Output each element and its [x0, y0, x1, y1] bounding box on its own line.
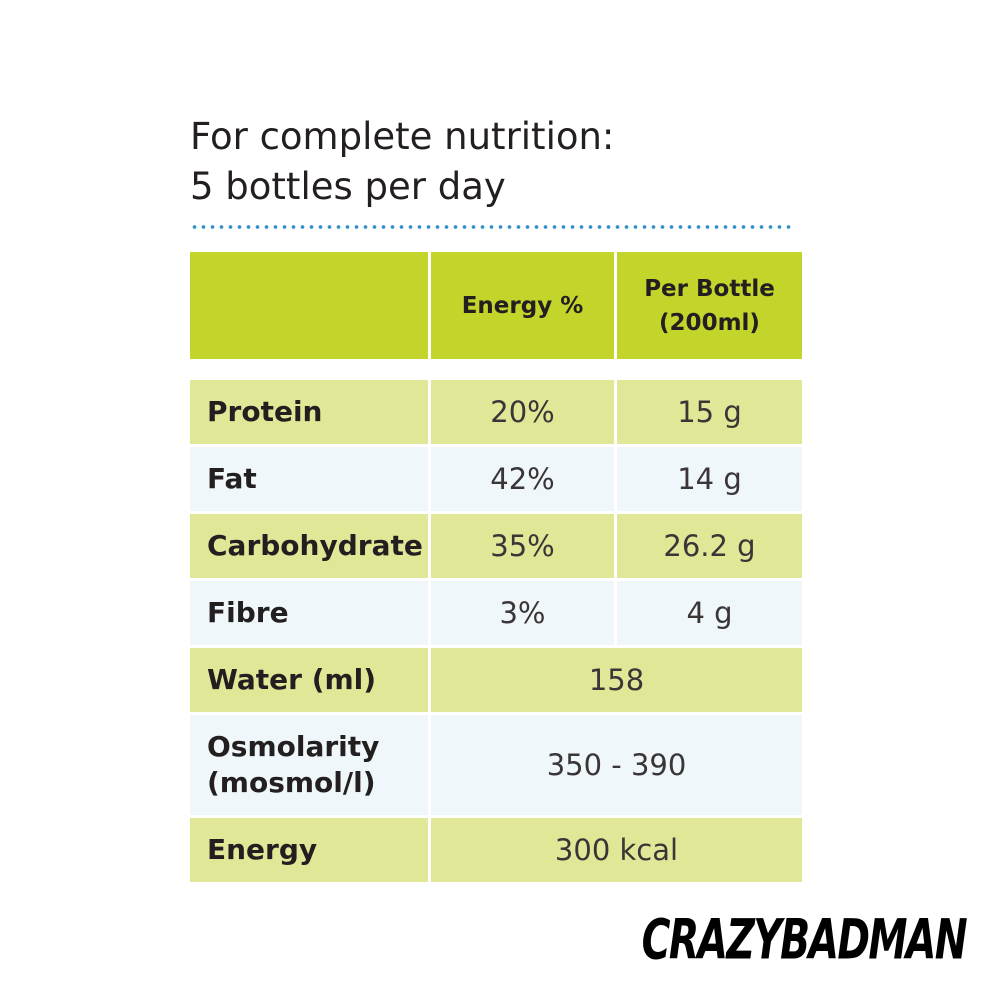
title-line-2: 5 bottles per day	[190, 165, 506, 208]
dotted-divider	[190, 224, 795, 230]
energy-pct-value: 35%	[431, 514, 614, 578]
row-label: Osmolarity (mosmol/l)	[190, 715, 428, 815]
page-title: For complete nutrition: 5 bottles per da…	[190, 112, 810, 212]
per-bottle-value: 15 g	[617, 380, 802, 444]
nutrition-table: Energy % Per Bottle (200ml) Protein 20% …	[190, 252, 802, 885]
table-row-fibre: Fibre 3% 4 g	[190, 581, 802, 645]
header-per-bottle-line1: Per Bottle	[644, 275, 775, 302]
per-bottle-value: 26.2 g	[617, 514, 802, 578]
table-row-osmolarity: Osmolarity (mosmol/l) 350 - 390	[190, 715, 802, 815]
header-energy-pct: Energy %	[431, 252, 614, 359]
per-bottle-value: 14 g	[617, 447, 802, 511]
table-header-row: Energy % Per Bottle (200ml)	[190, 252, 802, 359]
table-row-fat: Fat 42% 14 g	[190, 447, 802, 511]
table-row-energy: Energy 300 kcal	[190, 818, 802, 882]
table-row-water: Water (ml) 158	[190, 648, 802, 712]
header-per-bottle: Per Bottle (200ml)	[617, 252, 802, 359]
row-label-line2: (mosmol/l)	[207, 766, 376, 799]
table-row-carbohydrate: Carbohydrate 35% 26.2 g	[190, 514, 802, 578]
merged-value: 158	[431, 648, 802, 712]
row-label: Fibre	[190, 581, 428, 645]
merged-value: 300 kcal	[431, 818, 802, 882]
row-label-line1: Osmolarity	[207, 730, 380, 763]
row-label: Carbohydrate	[190, 514, 428, 578]
energy-pct-value: 3%	[431, 581, 614, 645]
header-per-bottle-line2: (200ml)	[659, 309, 760, 336]
table-row-protein: Protein 20% 15 g	[190, 380, 802, 444]
merged-value: 350 - 390	[431, 715, 802, 815]
title-line-1: For complete nutrition:	[190, 115, 615, 158]
energy-pct-value: 20%	[431, 380, 614, 444]
energy-pct-value: 42%	[431, 447, 614, 511]
row-label: Fat	[190, 447, 428, 511]
per-bottle-value: 4 g	[617, 581, 802, 645]
row-label: Water (ml)	[190, 648, 428, 712]
row-label: Energy	[190, 818, 428, 882]
row-label: Protein	[190, 380, 428, 444]
watermark-logo: CRAZYBADMAN	[641, 907, 968, 973]
header-empty-cell	[190, 252, 428, 359]
